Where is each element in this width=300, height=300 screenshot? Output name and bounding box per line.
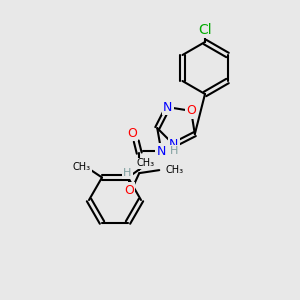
Text: CH₃: CH₃	[73, 163, 91, 172]
Text: N: N	[157, 145, 166, 158]
Text: H: H	[123, 168, 131, 178]
Text: N: N	[163, 101, 172, 114]
Text: H: H	[170, 146, 178, 156]
Text: O: O	[127, 127, 137, 140]
Text: N: N	[169, 138, 178, 151]
Text: O: O	[124, 184, 134, 196]
Text: O: O	[186, 104, 196, 117]
Text: CH₃: CH₃	[165, 165, 183, 175]
Text: Cl: Cl	[198, 23, 212, 37]
Text: CH₃: CH₃	[137, 158, 155, 169]
